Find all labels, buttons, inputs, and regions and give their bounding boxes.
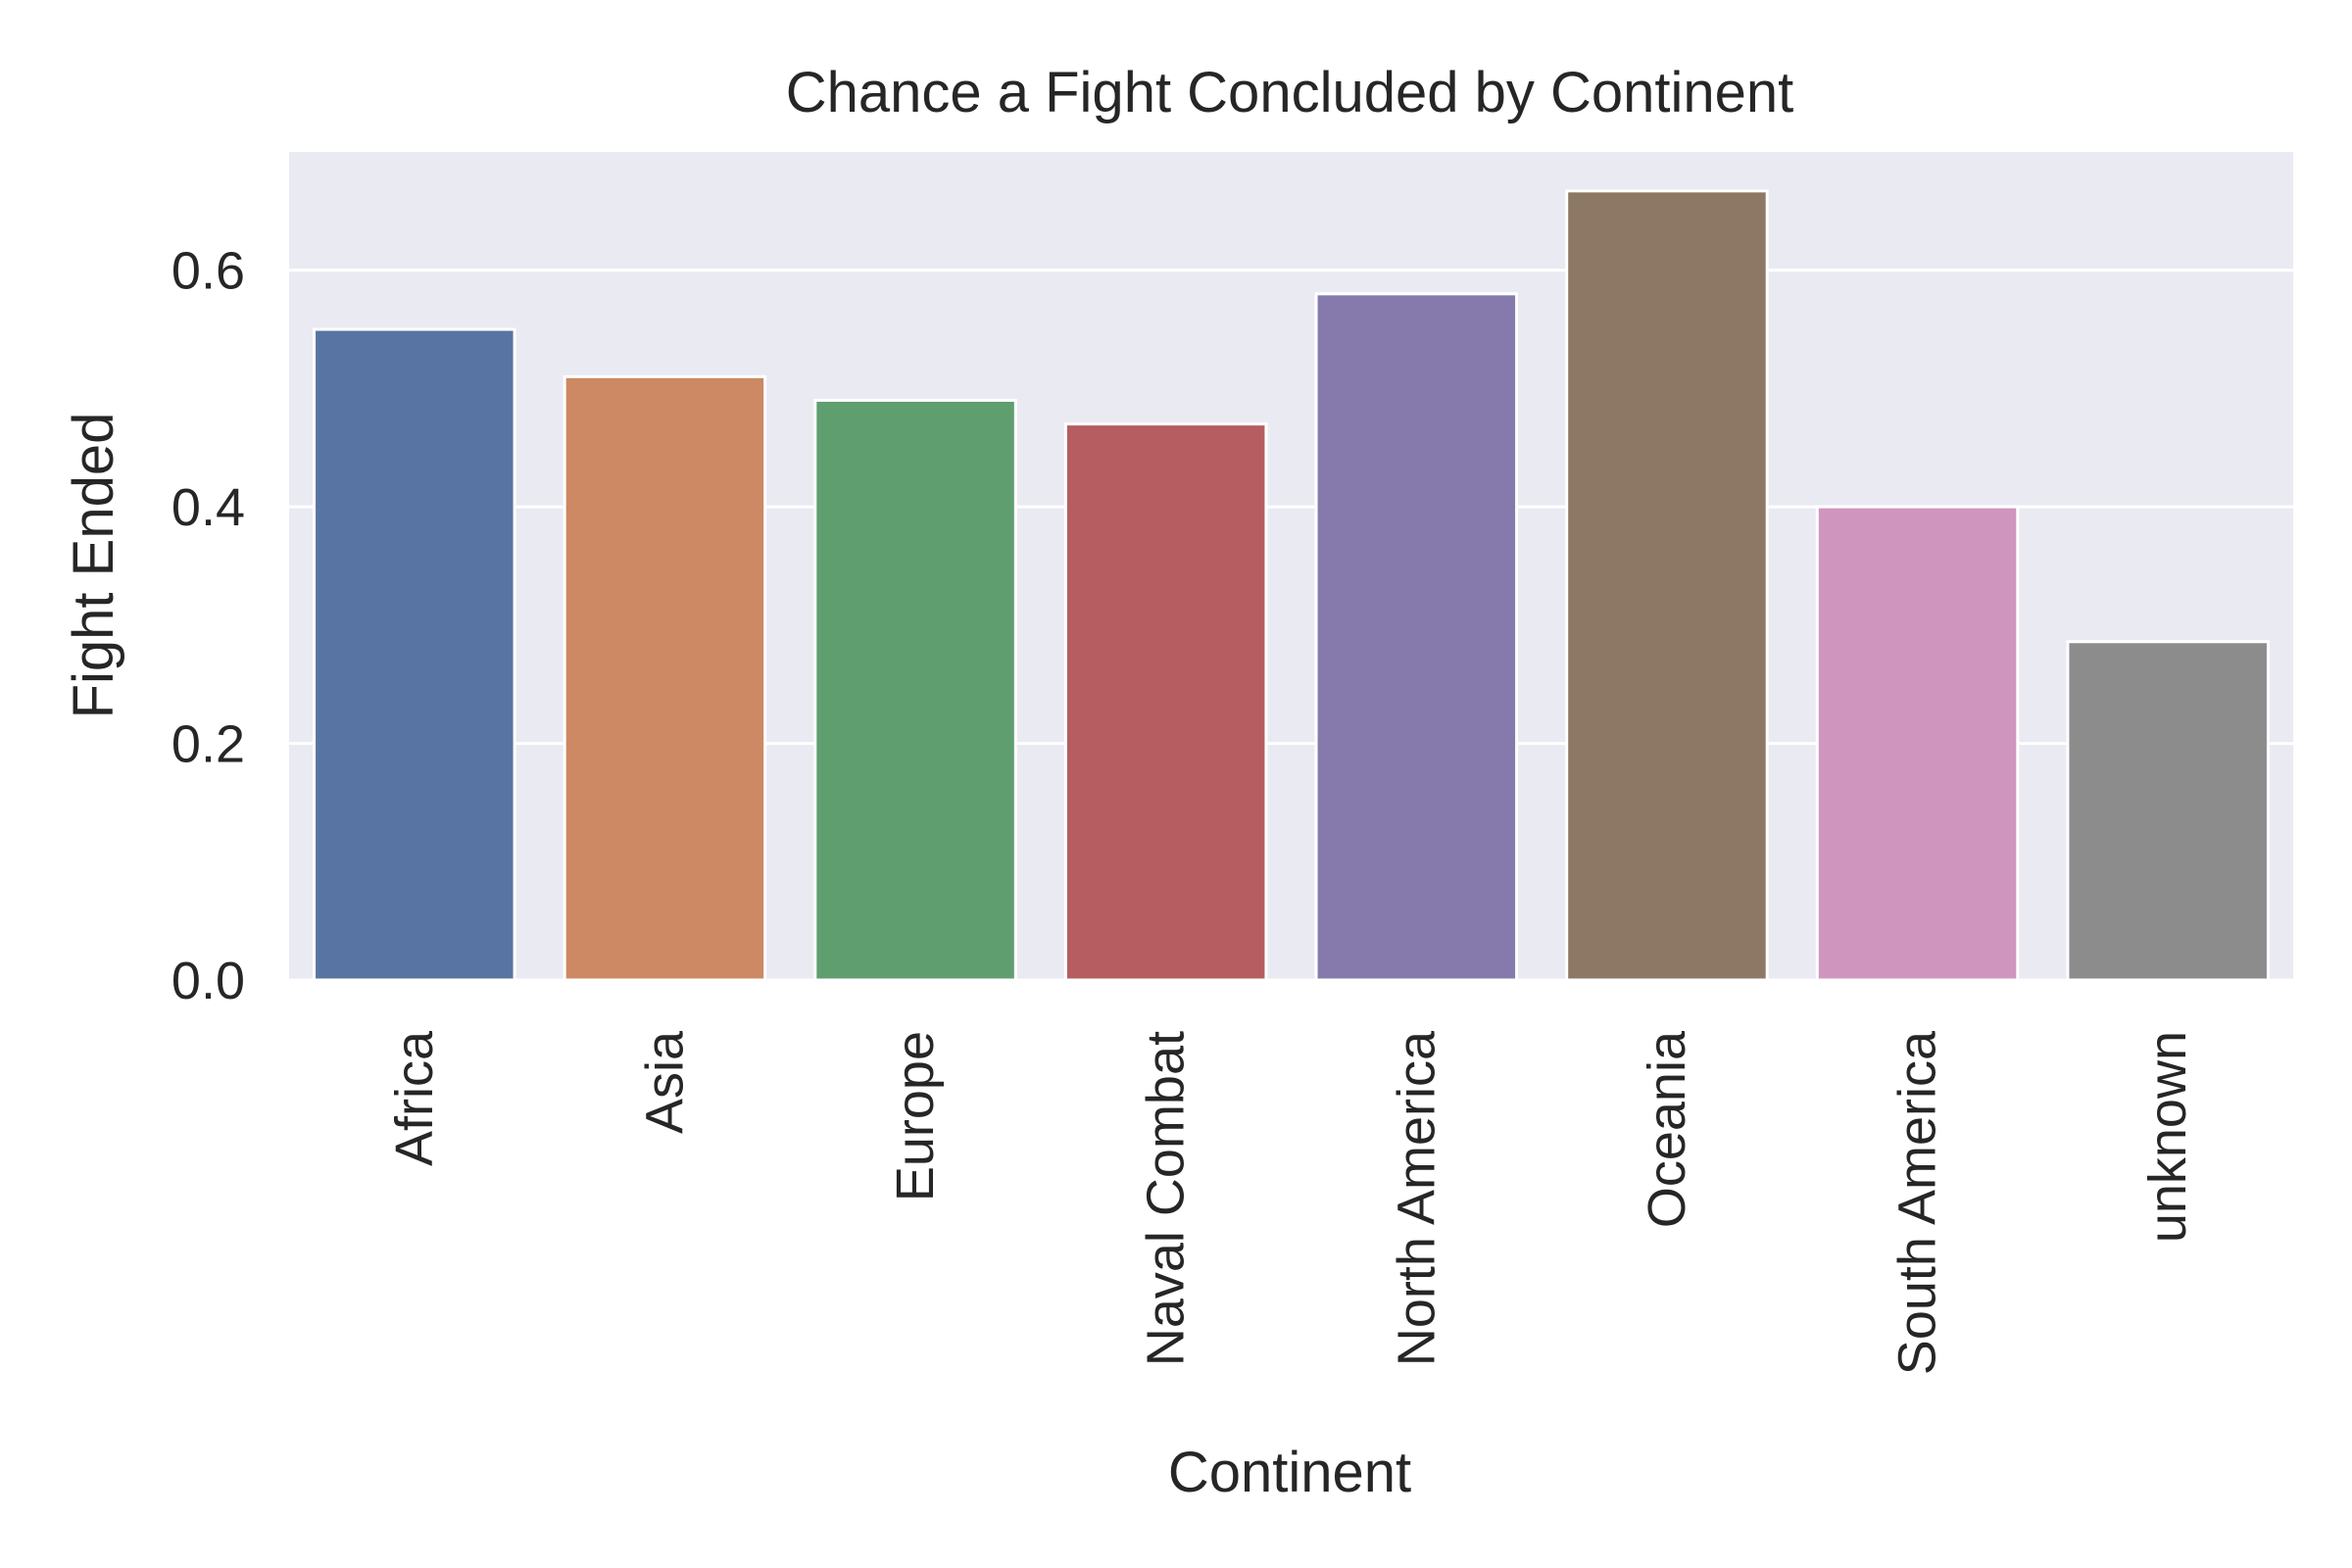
bar-oceania [1565, 189, 1769, 982]
bar-africa [313, 327, 516, 982]
x-tick-label: Naval Combat [1137, 1031, 1196, 1366]
x-tick-label: Europe [886, 1031, 945, 1201]
x-tick-label: Africa [385, 1030, 444, 1166]
x-tick-label: Asia [635, 1030, 694, 1134]
y-tick-label: 0.6 [172, 242, 245, 301]
bar-asia [563, 374, 767, 982]
y-tick-label: 0.2 [172, 715, 245, 774]
chart-title: Chance a Fight Concluded by Continent [786, 61, 1794, 124]
bar-unknown [2066, 640, 2270, 982]
y-axis-label: Fight Ended [62, 413, 125, 719]
y-tick-label: 0.0 [172, 952, 245, 1010]
bar-south-america [1815, 505, 2020, 982]
x-tick-label: Oceania [1638, 1030, 1696, 1228]
bars [313, 189, 2270, 982]
x-tick-label: North America [1387, 1030, 1446, 1366]
y-axis-ticks: 0.0 0.2 0.4 0.6 [172, 242, 245, 1010]
x-tick-label: South America [1888, 1030, 1947, 1375]
bar-north-america [1314, 292, 1519, 982]
x-axis-label: Continent [1168, 1441, 1411, 1504]
y-tick-label: 0.4 [172, 478, 245, 537]
bar-naval-combat [1063, 422, 1268, 982]
x-tick-label: unknown [2138, 1031, 2197, 1243]
x-axis-ticks: Africa Asia Europe Naval Combat North Americ… [385, 1030, 2197, 1375]
bar-europe [813, 399, 1017, 982]
